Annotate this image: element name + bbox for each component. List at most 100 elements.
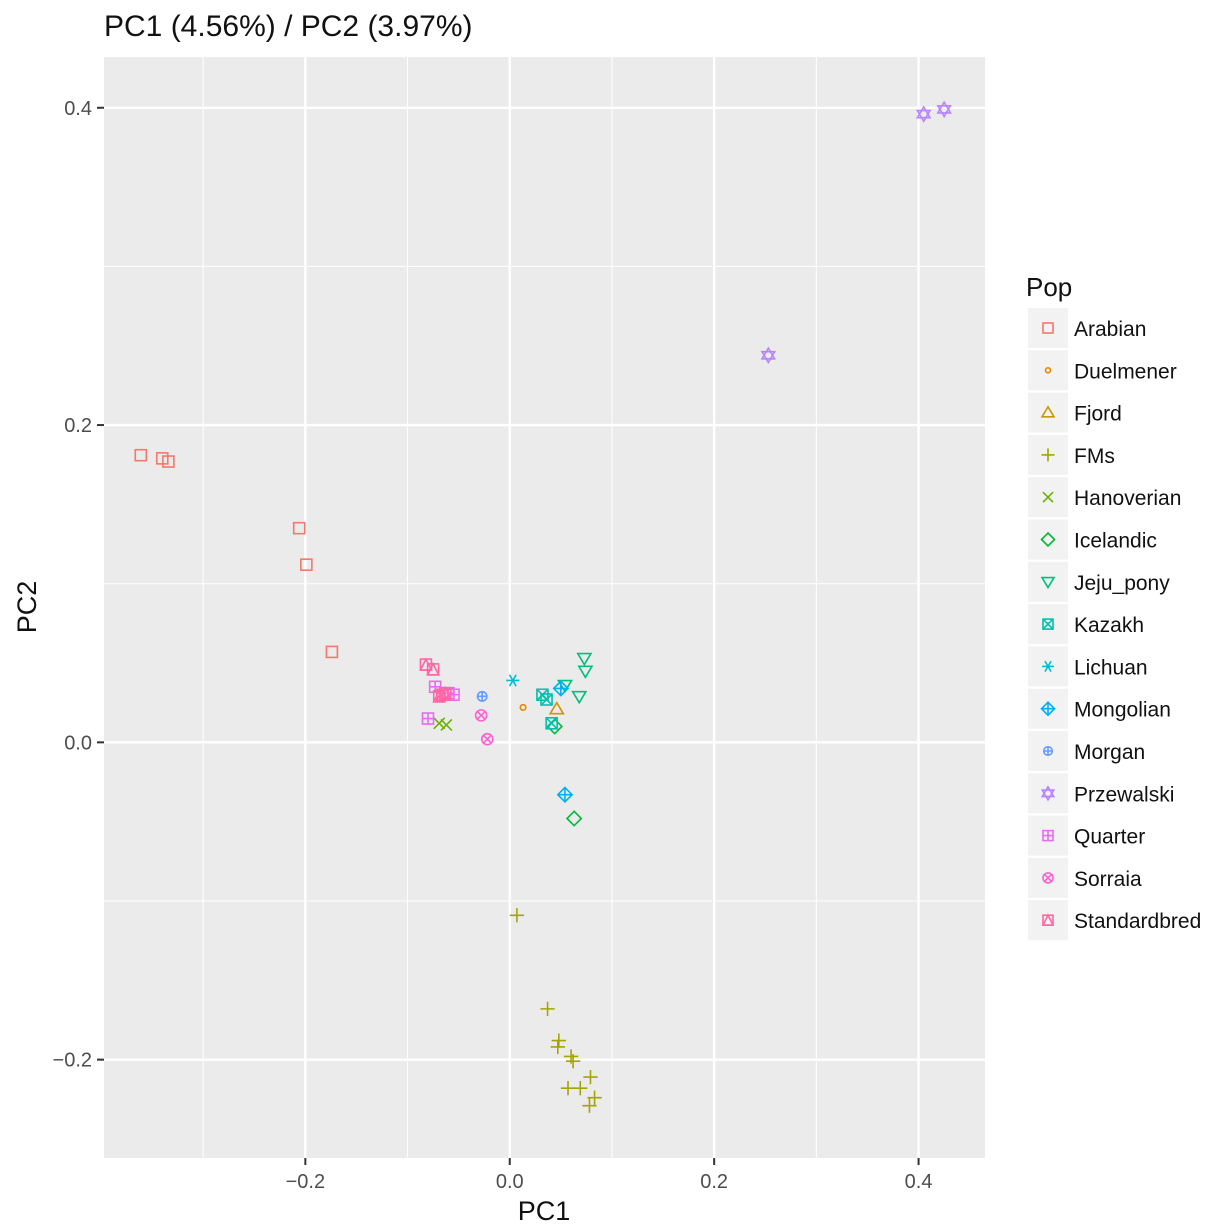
data-point <box>474 709 488 722</box>
marker-plus <box>573 1081 588 1096</box>
marker-circle-cross-lines <box>476 710 486 720</box>
marker-star-up <box>936 100 952 114</box>
legend-key <box>1028 561 1068 602</box>
x-axis-ticks: −0.2 0.0 0.2 0.4 <box>286 1158 933 1193</box>
data-point <box>421 712 435 725</box>
series-kazakh <box>536 688 558 730</box>
series-sorraia <box>474 709 494 746</box>
legend-label: FMs <box>1074 445 1115 468</box>
minor-gridlines <box>104 57 985 1158</box>
legend-key-symbol <box>1041 913 1055 927</box>
marker-star-down <box>936 104 952 119</box>
legend-item: Przewalski <box>1028 773 1174 814</box>
legend-key-symbol <box>1040 531 1056 548</box>
legend-label: Hanoverian <box>1074 487 1181 510</box>
marker-plus <box>582 1098 597 1113</box>
marker-star-up <box>915 105 932 119</box>
legend-label: Przewalski <box>1074 783 1174 806</box>
legend-label: Quarter <box>1074 826 1145 849</box>
data-point <box>134 448 148 462</box>
y-tick-label: 0.0 <box>64 732 92 754</box>
data-point <box>300 558 313 571</box>
marker-diamond-plus-lines <box>553 681 569 696</box>
marker-circle-cross-ring <box>474 709 488 722</box>
series-standardbred <box>419 657 453 703</box>
marker-circle-cross-lines <box>1043 873 1053 882</box>
legend-key-symbol <box>1042 745 1054 757</box>
marker-asterisk <box>506 674 520 687</box>
marker-square-cross-lines <box>545 717 558 730</box>
marker-circle-plus-lines <box>477 691 487 702</box>
y-axis-title: PC2 <box>12 581 42 634</box>
series-arabian <box>134 448 339 659</box>
marker-diamond-plus-lines <box>557 787 573 802</box>
data-point <box>433 717 446 730</box>
marker-star-down <box>915 109 932 123</box>
marker-square-cross-box <box>545 717 558 730</box>
marker-plus <box>509 908 525 923</box>
legend-item: Quarter <box>1028 815 1145 856</box>
legend-key-symbol <box>1042 491 1054 503</box>
marker-square-triangle-tri <box>438 685 453 700</box>
marker-square <box>325 645 339 659</box>
marker-circle-cross-ring <box>1042 872 1054 884</box>
marker-square-cross-box <box>1042 618 1054 630</box>
legend-title: Pop <box>1026 272 1072 302</box>
series-lichuan <box>506 674 520 687</box>
data-point <box>571 690 588 705</box>
legend-label: Lichuan <box>1074 656 1148 679</box>
marker-cross <box>1042 491 1054 503</box>
data-point <box>552 680 570 697</box>
data-point <box>438 685 453 700</box>
legend-label: Arabian <box>1074 318 1146 341</box>
legend-label: Sorraia <box>1074 868 1142 891</box>
marker-square <box>162 455 175 468</box>
legend-label: Jeju_pony <box>1074 572 1170 595</box>
marker-triangle-down <box>576 652 593 667</box>
data-point <box>936 100 952 119</box>
data-point <box>587 1090 602 1105</box>
data-point <box>565 810 583 827</box>
marker-triangle-up <box>1040 405 1056 418</box>
series-hanoverian <box>433 717 453 731</box>
data-point <box>556 786 574 803</box>
scatter-points <box>134 100 952 1113</box>
marker-square <box>1042 322 1054 334</box>
data-point <box>325 645 339 659</box>
data-point <box>476 690 488 702</box>
legend-key-symbol <box>1042 618 1054 630</box>
data-point <box>162 455 175 468</box>
series-duelmener <box>519 703 527 711</box>
legend-items: Arabian Duelmener Fjord FMs Hanoverian Icelan… <box>1028 308 1201 941</box>
marker-asterisk <box>1042 660 1054 672</box>
marker-circle-cross-ring <box>480 732 494 746</box>
data-point <box>292 521 306 535</box>
series-morgan <box>476 690 488 702</box>
y-tick-label: 0.2 <box>64 415 92 437</box>
data-point <box>551 1033 566 1048</box>
legend-label: Standardbred <box>1074 910 1201 933</box>
legend-item: Duelmener <box>1028 350 1177 391</box>
legend-key <box>1028 392 1068 433</box>
marker-star-up <box>1040 785 1056 798</box>
data-point <box>577 665 594 679</box>
marker-square <box>292 521 306 535</box>
marker-star-up <box>760 346 777 360</box>
marker-cross <box>433 717 446 730</box>
legend-key-symbol <box>1040 785 1056 802</box>
legend-key-symbol <box>1040 701 1056 717</box>
x-axis-title: PC1 <box>518 1196 571 1226</box>
marker-triangle-up <box>548 701 565 715</box>
marker-plus <box>540 1001 555 1017</box>
data-point <box>545 717 558 730</box>
data-point <box>550 1039 565 1055</box>
legend-item: Hanoverian <box>1028 477 1181 518</box>
data-point <box>540 1001 555 1017</box>
marker-circle <box>1044 366 1052 374</box>
x-tick-label: 0.4 <box>905 1171 933 1193</box>
chart-title: PC1 (4.56%) / PC2 (3.97%) <box>104 10 472 43</box>
data-point <box>573 1081 588 1096</box>
data-point <box>509 908 525 923</box>
marker-plus <box>565 1054 581 1069</box>
